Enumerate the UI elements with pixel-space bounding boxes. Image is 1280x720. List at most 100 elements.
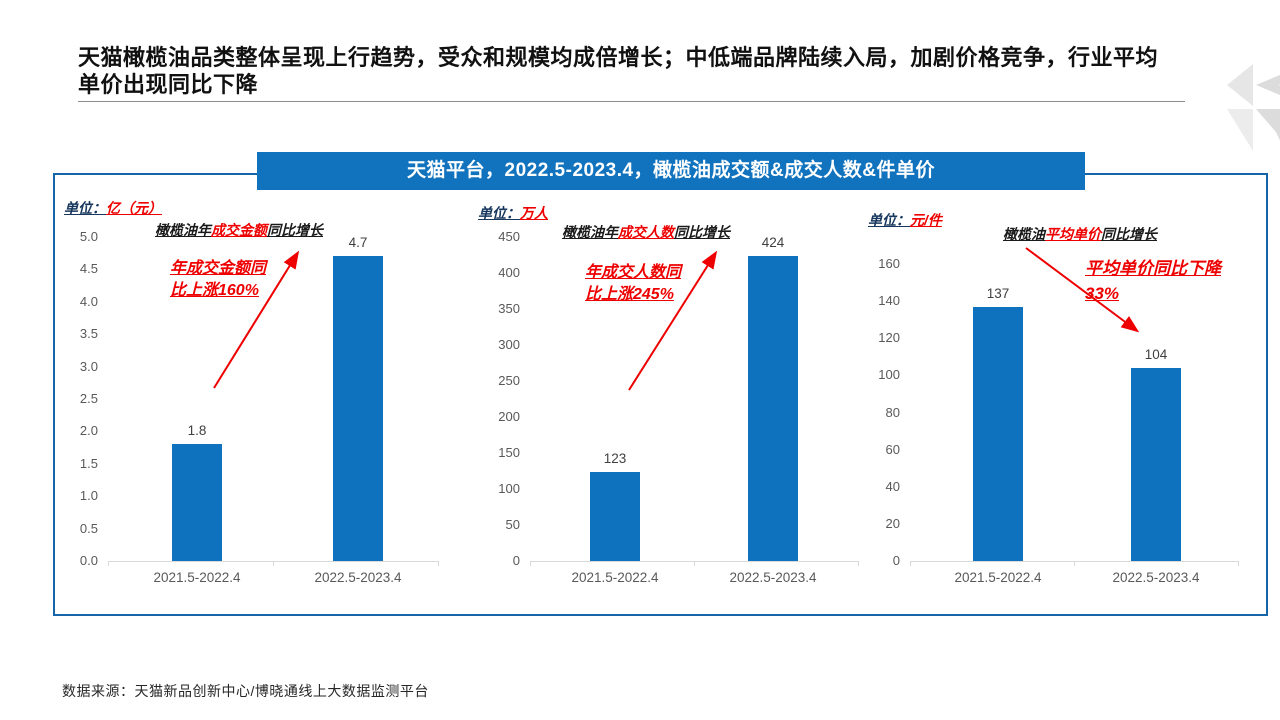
x-axis-tickmark [108,561,109,566]
chart-title-post: 同比增长 [267,222,323,238]
x-axis-tickmark [694,561,695,566]
y-axis-tick-label: 1.5 [79,455,98,471]
charts-panel [53,173,1268,616]
bar-2022.5-2023.4 [333,256,383,561]
x-axis-category-label: 2022.5-2023.4 [729,570,817,585]
decline-annotation: 平均单价同比下降 33% [1085,256,1221,306]
slide-title-line2: 单价出现同比下降 [78,72,259,97]
x-axis-tickmark [438,561,439,566]
y-axis-tick-label: 50 [505,517,520,532]
x-axis-category-label: 2021.5-2022.4 [153,570,241,585]
y-axis-tick-label: 450 [498,229,520,244]
slide-title: 天猫橄榄油品类整体呈现上行趋势，受众和规模均成倍增长；中低端品牌陆续入局，加剧价… [78,44,1188,98]
chart-title-pre: 橄榄油 [1003,226,1045,242]
unit-label: 单位：元/件 [868,210,942,230]
y-axis-tick-label: 60 [885,441,900,457]
annotation-line2: 33% [1085,284,1120,303]
bar-2021.5-2022.4 [590,472,640,561]
x-axis-category-label: 2022.5-2023.4 [1112,570,1200,585]
chart-title-highlight: 平均单价 [1045,226,1101,242]
chart-buyers: 单位：万人 橄榄油年成交人数同比增长 年成交人数同 比上涨245% 450 400… [472,196,864,616]
chart-title-pre: 橄榄油年 [562,224,618,240]
y-axis-tick-label: 0 [892,553,900,568]
x-axis-tickmark [530,561,531,566]
annotation-line2: 比上涨245% [585,286,674,303]
y-axis-tick-label: 300 [498,337,520,352]
bar-value-label: 1.8 [187,423,207,439]
bar-2022.5-2023.4 [1131,367,1181,561]
chart-gmv: 单位：亿（元） 橄榄油年成交金额同比增长 年成交金额同 比上涨160% 5.0 4… [60,196,452,616]
y-axis-tick-label: 0 [512,553,520,568]
bar-value-label: 123 [603,451,627,467]
annotation-line2: 比上涨160% [170,282,259,299]
y-axis-tick-label: 4.5 [79,261,98,277]
unit-label: 单位：亿（元） [64,198,162,218]
chart-title: 橄榄油年成交金额同比增长 [155,220,323,240]
x-axis-category-label: 2021.5-2022.4 [954,570,1042,585]
unit-prefix: 单位： [64,200,106,216]
unit-value: 亿（元） [106,200,162,216]
bar-value-label: 4.7 [348,235,368,251]
x-axis-tickmark [858,561,859,566]
panel-banner-title: 天猫平台，2022.5-2023.4，橄榄油成交额&成交人数&件单价 [257,152,1085,190]
chart-unit-price: 单位：元/件 橄榄油平均单价同比增长 平均单价同比下降 33% 160 140 12… [862,196,1264,616]
bar-value-label: 424 [761,234,785,250]
x-axis-tickmark [1238,561,1239,566]
chart-title-highlight: 成交人数 [618,224,674,240]
bar-value-label: 137 [986,285,1010,301]
x-axis-tickmark [1074,561,1075,566]
y-axis-tick-label: 100 [498,481,520,496]
chart-title-post: 同比增长 [674,224,730,240]
y-axis-tick-label: 140 [878,293,900,309]
slide-title-line1: 天猫橄榄油品类整体呈现上行趋势，受众和规模均成倍增长；中低端品牌陆续入局，加剧价… [78,45,1159,70]
unit-value: 元/件 [910,212,942,228]
bar-2021.5-2022.4 [973,306,1023,561]
chart-title: 橄榄油平均单价同比增长 [1003,224,1157,244]
corner-chevron-logo [1227,64,1280,152]
unit-value: 万人 [520,205,548,221]
y-axis-tick-label: 2.0 [79,423,98,439]
bar-value-label: 104 [1144,346,1168,362]
annotation-line1: 平均单价同比下降 [1085,259,1221,278]
y-axis-tick-label: 160 [878,256,900,271]
unit-prefix: 单位： [868,212,910,228]
growth-annotation: 年成交人数同 比上涨245% [585,262,681,306]
chart-title-post: 同比增长 [1101,226,1157,242]
y-axis-tick-label: 350 [498,301,520,316]
chart-title-highlight: 成交金额 [211,222,267,238]
unit-prefix: 单位： [478,205,520,221]
y-axis-tick-label: 0.5 [79,520,98,536]
y-axis-tick-label: 4.0 [79,293,98,309]
y-axis-tick-label: 120 [878,330,900,346]
x-axis-category-label: 2021.5-2022.4 [571,570,659,585]
y-axis-tick-label: 3.5 [79,326,98,342]
y-axis-tick-label: 1.0 [79,488,98,504]
chart-title-pre: 橄榄油年 [155,222,211,238]
annotation-line1: 年成交人数同 [585,264,682,281]
y-axis-tick-label: 150 [498,445,520,460]
title-divider-line [78,101,1185,102]
chart-title: 橄榄油年成交人数同比增长 [562,222,730,242]
y-axis-tick-label: 80 [885,404,900,420]
x-axis-tickmark [273,561,274,566]
unit-label: 单位：万人 [478,203,548,223]
logo-chevron-icon [1256,64,1280,106]
y-axis-tick-label: 0.0 [79,553,98,568]
x-axis-category-label: 2022.5-2023.4 [314,570,402,585]
data-source-note: 数据来源：天猫新品创新中心/博晓通线上大数据监测平台 [62,683,429,699]
y-axis-tick-label: 5.0 [79,229,98,244]
growth-annotation: 年成交金额同 比上涨160% [170,258,266,302]
y-axis-tick-label: 200 [498,409,520,424]
y-axis-tick-label: 20 [885,515,900,531]
y-axis-tick-label: 250 [498,373,520,388]
logo-triangle-icon [1227,109,1253,151]
logo-triangle-icon [1227,64,1253,106]
logo-chevron-icon [1256,109,1280,151]
bar-2022.5-2023.4 [748,255,798,561]
y-axis-tick-label: 400 [498,265,520,280]
x-axis-tickmark [910,561,911,566]
y-axis-tick-label: 100 [878,367,900,383]
y-axis-tick-label: 2.5 [79,391,98,406]
annotation-line1: 年成交金额同 [170,260,267,277]
y-axis-tick-label: 3.0 [79,358,98,374]
